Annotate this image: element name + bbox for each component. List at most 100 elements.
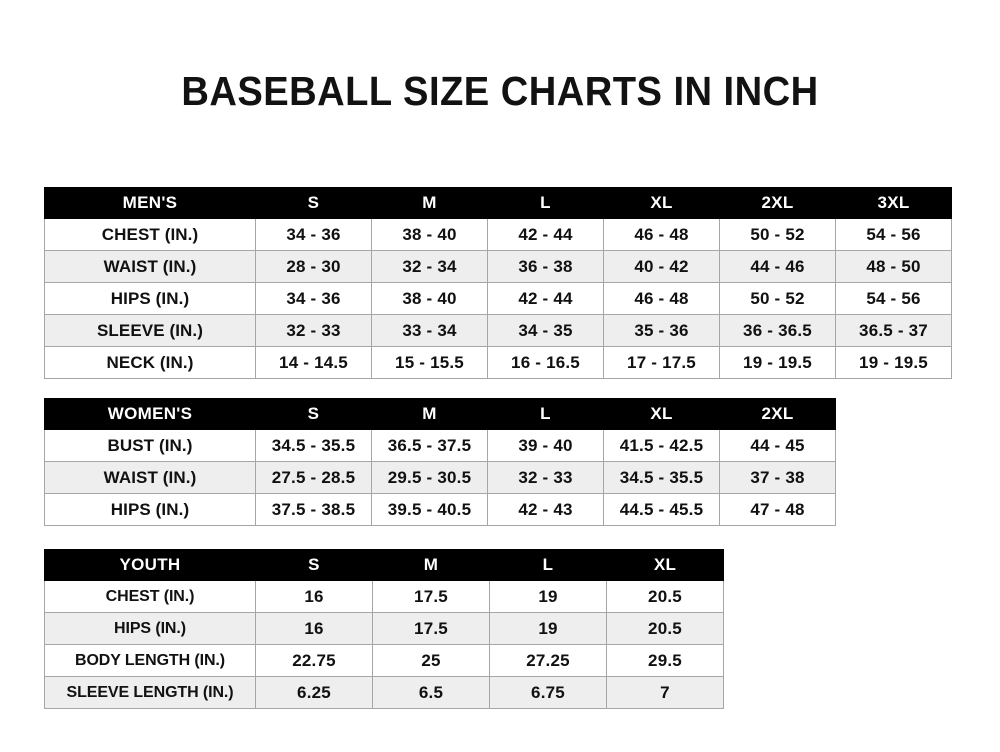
- mens-chest-xl: 46 - 48: [603, 218, 720, 251]
- table-row: HIPS (IN.) 16 17.5 19 20.5: [44, 612, 724, 645]
- youth-body-length-xl: 29.5: [606, 644, 724, 677]
- womens-row-label-hips: HIPS (IN.): [44, 493, 256, 526]
- womens-bust-xl: 41.5 - 42.5: [603, 429, 720, 462]
- mens-sleeve-xl: 35 - 36: [603, 314, 720, 347]
- youth-sleeve-length-xl: 7: [606, 676, 724, 709]
- page-title: BASEBALL SIZE CHARTS IN INCH: [181, 68, 819, 114]
- youth-size-header-l: L: [489, 549, 607, 581]
- table-row: WAIST (IN.) 28 - 30 32 - 34 36 - 38 40 -…: [44, 250, 952, 283]
- youth-hips-l: 19: [489, 612, 607, 645]
- table-row: CHEST (IN.) 16 17.5 19 20.5: [44, 580, 724, 613]
- womens-size-header-s: S: [255, 398, 372, 430]
- womens-size-header-l: L: [487, 398, 604, 430]
- mens-waist-3xl: 48 - 50: [835, 250, 952, 283]
- youth-row-label-body-length: BODY LENGTH (IN.): [44, 644, 256, 677]
- womens-hips-2xl: 47 - 48: [719, 493, 836, 526]
- womens-row-label-bust: BUST (IN.): [44, 429, 256, 462]
- table-row: SLEEVE LENGTH (IN.) 6.25 6.5 6.75 7: [44, 676, 724, 709]
- mens-row-label-sleeve: SLEEVE (IN.): [44, 314, 256, 347]
- mens-neck-2xl: 19 - 19.5: [719, 346, 836, 379]
- youth-size-table: YOUTH S M L XL CHEST (IN.) 16 17.5 19 20…: [44, 549, 724, 709]
- mens-row-label-chest: CHEST (IN.): [44, 218, 256, 251]
- mens-chest-3xl: 54 - 56: [835, 218, 952, 251]
- womens-bust-2xl: 44 - 45: [719, 429, 836, 462]
- mens-size-header-2xl: 2XL: [719, 187, 836, 219]
- mens-size-header-s: S: [255, 187, 372, 219]
- mens-sleeve-3xl: 36.5 - 37: [835, 314, 952, 347]
- mens-sleeve-m: 33 - 34: [371, 314, 488, 347]
- youth-table-body: CHEST (IN.) 16 17.5 19 20.5 HIPS (IN.) 1…: [44, 580, 724, 709]
- mens-row-label-waist: WAIST (IN.): [44, 250, 256, 283]
- youth-category-header: YOUTH: [44, 549, 256, 581]
- mens-row-label-neck: NECK (IN.): [44, 346, 256, 379]
- womens-size-header-m: M: [371, 398, 488, 430]
- womens-header-row: WOMEN'S S M L XL 2XL: [44, 398, 836, 430]
- womens-size-header-xl: XL: [603, 398, 720, 430]
- mens-sleeve-s: 32 - 33: [255, 314, 372, 347]
- womens-table-header: WOMEN'S S M L XL 2XL: [44, 398, 836, 430]
- youth-chest-m: 17.5: [372, 580, 490, 613]
- mens-waist-m: 32 - 34: [371, 250, 488, 283]
- womens-row-label-waist: WAIST (IN.): [44, 461, 256, 494]
- mens-chest-s: 34 - 36: [255, 218, 372, 251]
- mens-size-header-l: L: [487, 187, 604, 219]
- mens-header-row: MEN'S S M L XL 2XL 3XL: [44, 187, 952, 219]
- youth-size-header-m: M: [372, 549, 490, 581]
- mens-table-body: CHEST (IN.) 34 - 36 38 - 40 42 - 44 46 -…: [44, 218, 952, 379]
- mens-chest-m: 38 - 40: [371, 218, 488, 251]
- mens-waist-l: 36 - 38: [487, 250, 604, 283]
- mens-hips-s: 34 - 36: [255, 282, 372, 315]
- table-row: CHEST (IN.) 34 - 36 38 - 40 42 - 44 46 -…: [44, 218, 952, 251]
- mens-neck-s: 14 - 14.5: [255, 346, 372, 379]
- womens-waist-m: 29.5 - 30.5: [371, 461, 488, 494]
- table-row: HIPS (IN.) 37.5 - 38.5 39.5 - 40.5 42 - …: [44, 493, 836, 526]
- youth-size-header-xl: XL: [606, 549, 724, 581]
- mens-neck-l: 16 - 16.5: [487, 346, 604, 379]
- mens-size-header-xl: XL: [603, 187, 720, 219]
- table-row: BUST (IN.) 34.5 - 35.5 36.5 - 37.5 39 - …: [44, 429, 836, 462]
- youth-chest-s: 16: [255, 580, 373, 613]
- mens-neck-3xl: 19 - 19.5: [835, 346, 952, 379]
- youth-body-length-s: 22.75: [255, 644, 373, 677]
- table-row: NECK (IN.) 14 - 14.5 15 - 15.5 16 - 16.5…: [44, 346, 952, 379]
- mens-row-label-hips: HIPS (IN.): [44, 282, 256, 315]
- womens-hips-m: 39.5 - 40.5: [371, 493, 488, 526]
- womens-size-header-2xl: 2XL: [719, 398, 836, 430]
- table-row: BODY LENGTH (IN.) 22.75 25 27.25 29.5: [44, 644, 724, 677]
- mens-neck-xl: 17 - 17.5: [603, 346, 720, 379]
- youth-header-row: YOUTH S M L XL: [44, 549, 724, 581]
- youth-chest-l: 19: [489, 580, 607, 613]
- youth-sleeve-length-m: 6.5: [372, 676, 490, 709]
- womens-hips-xl: 44.5 - 45.5: [603, 493, 720, 526]
- youth-sleeve-length-l: 6.75: [489, 676, 607, 709]
- womens-hips-s: 37.5 - 38.5: [255, 493, 372, 526]
- youth-sleeve-length-s: 6.25: [255, 676, 373, 709]
- youth-body-length-l: 27.25: [489, 644, 607, 677]
- youth-chest-xl: 20.5: [606, 580, 724, 613]
- mens-waist-2xl: 44 - 46: [719, 250, 836, 283]
- mens-hips-2xl: 50 - 52: [719, 282, 836, 315]
- womens-size-table: WOMEN'S S M L XL 2XL BUST (IN.) 34.5 - 3…: [44, 398, 836, 526]
- womens-waist-l: 32 - 33: [487, 461, 604, 494]
- youth-row-label-chest: CHEST (IN.): [44, 580, 256, 613]
- mens-waist-xl: 40 - 42: [603, 250, 720, 283]
- youth-row-label-hips: HIPS (IN.): [44, 612, 256, 645]
- mens-hips-3xl: 54 - 56: [835, 282, 952, 315]
- table-row: SLEEVE (IN.) 32 - 33 33 - 34 34 - 35 35 …: [44, 314, 952, 347]
- youth-row-label-sleeve-length: SLEEVE LENGTH (IN.): [44, 676, 256, 709]
- mens-hips-l: 42 - 44: [487, 282, 604, 315]
- womens-bust-m: 36.5 - 37.5: [371, 429, 488, 462]
- mens-chest-l: 42 - 44: [487, 218, 604, 251]
- womens-table-body: BUST (IN.) 34.5 - 35.5 36.5 - 37.5 39 - …: [44, 429, 836, 526]
- mens-hips-m: 38 - 40: [371, 282, 488, 315]
- youth-size-header-s: S: [255, 549, 373, 581]
- womens-bust-l: 39 - 40: [487, 429, 604, 462]
- mens-sleeve-2xl: 36 - 36.5: [719, 314, 836, 347]
- mens-sleeve-l: 34 - 35: [487, 314, 604, 347]
- womens-waist-s: 27.5 - 28.5: [255, 461, 372, 494]
- youth-table-header: YOUTH S M L XL: [44, 549, 724, 581]
- youth-hips-xl: 20.5: [606, 612, 724, 645]
- womens-hips-l: 42 - 43: [487, 493, 604, 526]
- youth-hips-m: 17.5: [372, 612, 490, 645]
- mens-hips-xl: 46 - 48: [603, 282, 720, 315]
